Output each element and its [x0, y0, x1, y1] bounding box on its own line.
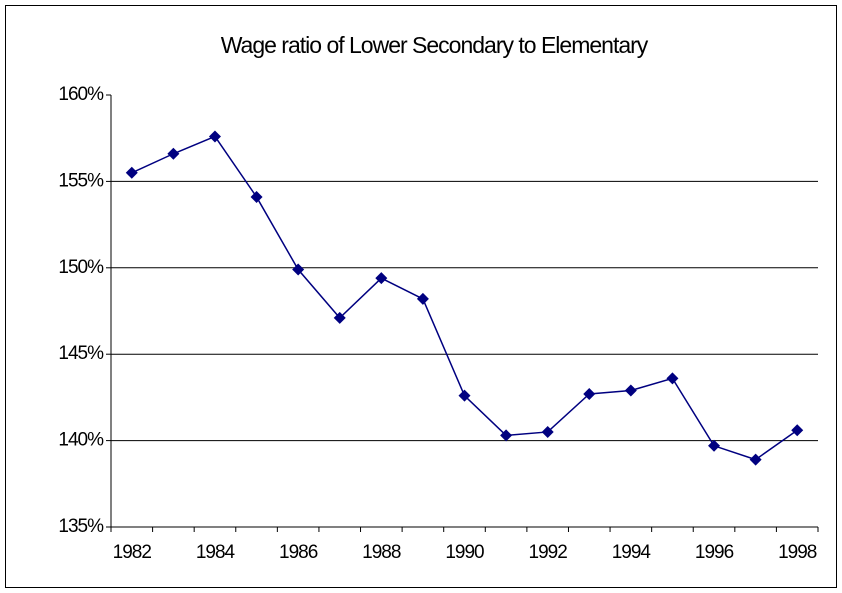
x-tick-label: 1990 — [445, 542, 484, 563]
y-tick-label: 140% — [58, 430, 104, 451]
marker — [541, 425, 554, 438]
marker — [624, 384, 637, 397]
x-tick-label: 1996 — [695, 542, 734, 563]
y-tick-label: 150% — [58, 257, 104, 278]
chart-border — [5, 5, 837, 588]
x-tick-label: 1998 — [778, 542, 817, 563]
line — [131, 135, 798, 461]
marker — [416, 292, 429, 305]
marker — [167, 147, 180, 160]
marker — [250, 190, 263, 203]
y-tick-label: 155% — [58, 170, 104, 191]
y-tick-label: 160% — [58, 84, 104, 105]
x-tick-label: 1992 — [529, 542, 568, 563]
marker — [458, 389, 471, 402]
chart-title: Wage ratio of Lower Secondary to Element… — [221, 32, 649, 58]
marker — [125, 166, 138, 179]
y-tick-label: 145% — [58, 343, 104, 364]
marker — [333, 311, 346, 324]
x-tick-label: 1986 — [279, 542, 318, 563]
x-tick-label: 1984 — [196, 542, 236, 563]
x-tick-label: 1994 — [612, 542, 652, 563]
marker — [500, 429, 513, 442]
y-tick-label: 135% — [58, 516, 104, 537]
marker — [666, 372, 679, 385]
marker — [708, 439, 721, 452]
marker — [375, 272, 388, 285]
marker — [208, 130, 221, 143]
x-tick-label: 1982 — [113, 542, 152, 563]
x-tick-label: 1988 — [362, 542, 401, 563]
marker — [583, 387, 596, 400]
marker — [791, 424, 804, 437]
marker — [749, 453, 762, 466]
marker — [292, 263, 305, 276]
